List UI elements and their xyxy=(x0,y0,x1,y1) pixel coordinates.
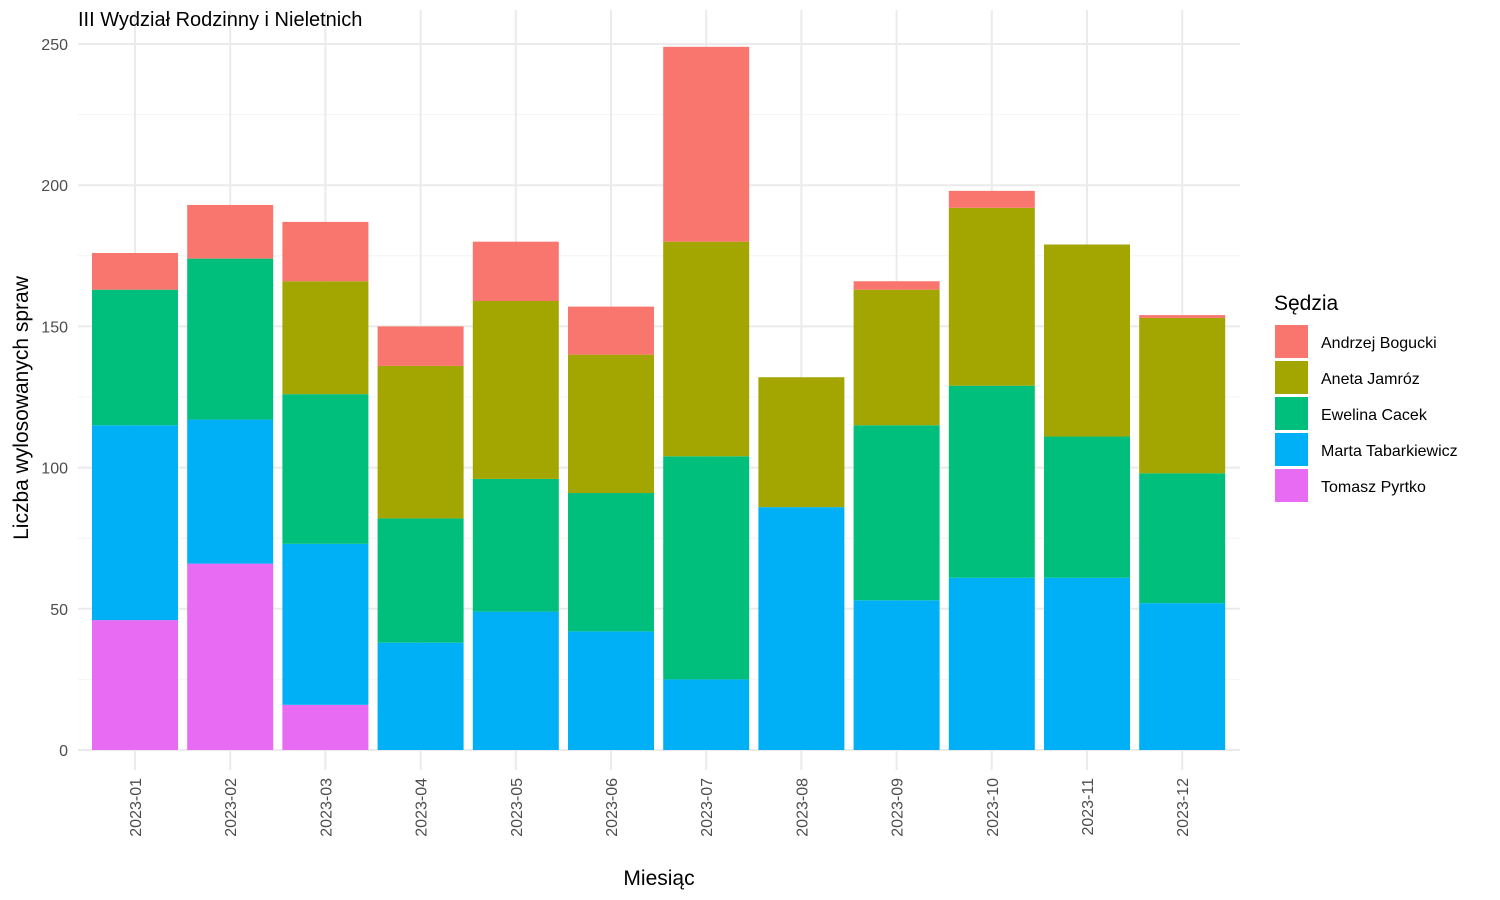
bar-segment xyxy=(1139,473,1226,604)
bar-segment xyxy=(472,241,559,301)
x-axis-ticks: 2023-01 2023-02 2023-03 2023-04 2023-05 2023-… xyxy=(128,778,1192,837)
x-tick-label: 2023-07 xyxy=(699,778,716,837)
bar-segment xyxy=(92,289,178,426)
x-tick-label: 2023-03 xyxy=(318,778,335,837)
bar-segment xyxy=(472,478,559,612)
x-tick-label: 2023-02 xyxy=(223,778,240,837)
legend-label: Tomasz Pyrtko xyxy=(1321,479,1426,496)
bar-segment xyxy=(568,493,654,632)
bar-segment xyxy=(1139,317,1226,474)
legend-swatch xyxy=(1275,397,1308,430)
x-tick-label: 2023-12 xyxy=(1175,778,1192,837)
x-tick-label: 2023-06 xyxy=(604,778,621,837)
legend: Sędzia Andrzej Bogucki Aneta Jamróz Ewelin… xyxy=(1274,292,1458,502)
bar-segment xyxy=(663,46,750,242)
bar-segment xyxy=(187,258,274,420)
y-tick-label: 250 xyxy=(41,37,68,54)
x-tick-label: 2023-11 xyxy=(1080,778,1097,836)
y-tick-label: 200 xyxy=(41,178,68,195)
bar-segment xyxy=(1044,244,1130,437)
x-tick-label: 2023-10 xyxy=(985,778,1002,837)
legend-swatch xyxy=(1275,433,1308,466)
y-tick-label: 50 xyxy=(50,602,68,619)
x-tick-label: 2023-09 xyxy=(890,778,907,837)
bar-segment xyxy=(853,289,940,426)
bar-segment xyxy=(948,207,1035,386)
legend-label: Ewelina Cacek xyxy=(1321,407,1428,424)
y-tick-label: 100 xyxy=(41,461,68,478)
bar-segment xyxy=(472,611,559,750)
bar-segment xyxy=(568,306,654,355)
bar-segment xyxy=(948,385,1035,578)
legend-swatch xyxy=(1275,361,1308,394)
bar-segment xyxy=(853,600,940,750)
bar-segment xyxy=(187,204,274,259)
x-axis-title: Miesiąc xyxy=(623,867,694,890)
bar-segment xyxy=(568,354,654,494)
bar-segment xyxy=(853,425,940,601)
bar-segment xyxy=(472,300,559,479)
y-axis-title: Liczba wylosowanych spraw xyxy=(10,275,33,540)
legend-label: Aneta Jamróz xyxy=(1321,371,1420,388)
bar-segment xyxy=(663,679,750,750)
bar-segment xyxy=(758,507,845,750)
chart-title: III Wydział Rodzinny i Nieletnich xyxy=(78,9,362,31)
bar-segment xyxy=(663,241,750,457)
legend-label: Marta Tabarkiewicz xyxy=(1321,443,1458,460)
x-tick-label: 2023-01 xyxy=(128,778,145,837)
bar-segment xyxy=(92,425,178,621)
bar-segment xyxy=(282,281,369,395)
y-tick-label: 0 xyxy=(59,743,68,760)
bar-segment xyxy=(92,252,178,290)
legend-title: Sędzia xyxy=(1274,292,1339,315)
y-axis-ticks: 0 50 100 150 200 250 xyxy=(41,37,68,760)
bar-segment xyxy=(282,704,369,750)
bar-segment xyxy=(282,221,369,282)
bar-segment xyxy=(187,563,274,750)
legend-swatch xyxy=(1275,469,1308,502)
bar-segment xyxy=(1044,436,1130,578)
bar-segment xyxy=(92,620,178,750)
bar-segment xyxy=(948,577,1035,750)
x-tick-label: 2023-08 xyxy=(794,778,811,837)
bar-segment xyxy=(1139,315,1226,318)
legend-swatch xyxy=(1275,325,1308,358)
bar-segment xyxy=(282,543,369,705)
bar-segment xyxy=(1044,577,1130,750)
bar-segment xyxy=(853,281,940,290)
bar-segment xyxy=(377,365,464,519)
bar-segment xyxy=(377,326,464,366)
bar-segment xyxy=(282,394,369,544)
x-tick-label: 2023-05 xyxy=(509,778,526,837)
bar-segment xyxy=(377,518,464,643)
y-tick-label: 150 xyxy=(41,319,68,336)
bar-segment xyxy=(663,456,750,680)
bar-segment xyxy=(948,190,1035,208)
bar-segment xyxy=(1139,603,1226,750)
bar-segment xyxy=(758,377,845,508)
bar-segment xyxy=(377,642,464,750)
x-tick-label: 2023-04 xyxy=(414,778,431,837)
bar-segment xyxy=(568,631,654,750)
bar-segment xyxy=(187,419,274,564)
legend-label: Andrzej Bogucki xyxy=(1321,335,1437,352)
bars xyxy=(92,46,1226,750)
